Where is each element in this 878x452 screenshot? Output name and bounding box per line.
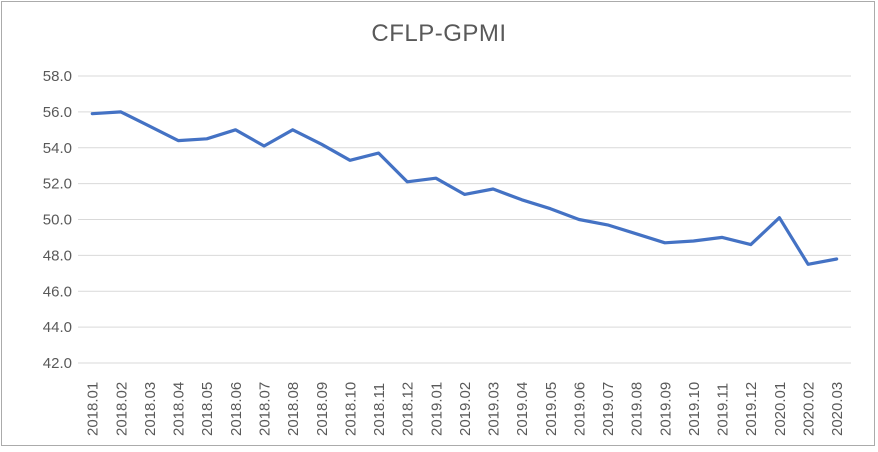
y-axis-tick-label: 54.0 (43, 140, 72, 157)
x-axis-tick-label: 2018.11 (371, 383, 388, 436)
x-axis-tick-label: 2019.05 (543, 382, 560, 436)
x-axis-tick-label: 2019.09 (657, 382, 674, 436)
x-axis-tick-label: 2020.03 (829, 382, 846, 436)
y-axis-tick-label: 58.0 (43, 68, 72, 85)
y-axis-tick-label: 48.0 (43, 247, 72, 264)
x-axis-tick-label: 2019.06 (571, 382, 588, 436)
x-axis-tick-label: 2019.11 (715, 383, 732, 436)
x-axis-tick-label: 2018.03 (142, 382, 159, 436)
x-axis-tick-label: 2020.02 (801, 382, 818, 436)
x-axis-tick-label: 2018.06 (228, 382, 245, 436)
x-axis-tick-label: 2019.07 (600, 382, 617, 436)
x-axis-tick-label: 2018.10 (342, 382, 359, 436)
y-axis-tick-label: 52.0 (43, 176, 72, 193)
x-axis-tick-label: 2019.12 (743, 382, 760, 436)
y-axis-tick-label: 56.0 (43, 104, 72, 121)
x-axis-tick-label: 2018.08 (285, 382, 302, 436)
y-axis-tick-label: 50.0 (43, 212, 72, 229)
x-axis-tick-label: 2018.07 (257, 382, 274, 436)
x-axis-tick-label: 2019.08 (629, 382, 646, 436)
y-axis-tick-label: 44.0 (43, 319, 72, 336)
chart-title: CFLP-GPMI (371, 20, 507, 47)
x-axis-tick-label: 2018.01 (85, 382, 102, 436)
x-axis-tick-label: 2018.09 (314, 382, 331, 436)
x-axis-tick-label: 2018.12 (400, 382, 417, 436)
x-axis-tick-label: 2019.10 (686, 382, 703, 436)
x-axis-tick-label: 2019.02 (457, 382, 474, 436)
x-axis-tick-label: 2018.04 (171, 382, 188, 436)
x-axis-tick-label: 2019.01 (428, 382, 445, 436)
series-line-cflp-gpmi (90, 110, 839, 266)
x-axis-tick-label: 2019.03 (486, 382, 503, 436)
x-axis-tick-label: 2019.04 (514, 382, 531, 436)
y-axis-tick-label: 42.0 (43, 355, 72, 372)
x-axis-tick-label: 2020.01 (772, 382, 789, 436)
x-axis-tick-label: 2018.02 (113, 382, 130, 436)
y-axis-tick-label: 46.0 (43, 283, 72, 300)
x-axis-tick-label: 2018.05 (199, 382, 216, 436)
